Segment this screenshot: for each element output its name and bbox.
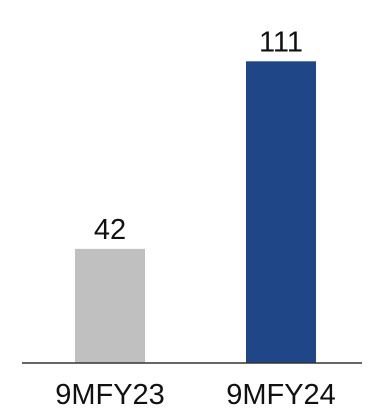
- bars-group: [75, 61, 316, 364]
- x-tick-labels-group: 9MFY23 9MFY24: [55, 379, 336, 411]
- x-tick-label-9mfy24: 9MFY24: [226, 379, 336, 411]
- bar-9mfy23: [75, 248, 145, 363]
- bar-9mfy24: [246, 61, 316, 364]
- data-label-9mfy23: 42: [94, 214, 126, 246]
- data-label-9mfy24: 111: [259, 26, 303, 58]
- data-labels-group: 42 111: [94, 26, 303, 246]
- x-tick-label-9mfy23: 9MFY23: [55, 379, 165, 411]
